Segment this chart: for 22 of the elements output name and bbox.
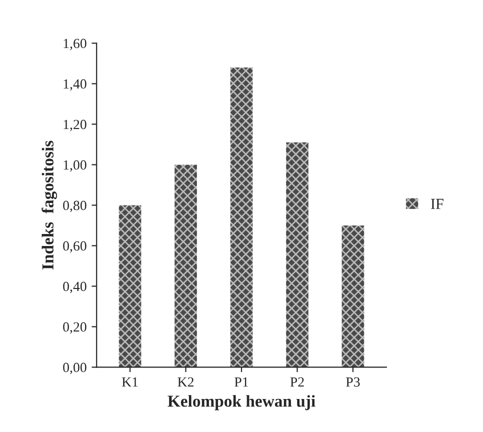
x-tick-label: K1 [122,377,138,387]
bar [230,68,253,368]
x-tick-label: P2 [290,377,304,387]
y-tick-label: 0,00 [63,362,86,374]
legend-label: IF [430,198,444,209]
x-tick-label: K2 [178,377,194,387]
y-tick-label: 0,80 [63,200,86,212]
x-axis-title: Kelompok hewan uji [168,395,316,410]
y-tick-label: 0,40 [63,282,86,294]
y-axis-title: Indeks fagositosis [42,140,58,270]
y-tick-label: 1,20 [64,120,86,132]
y-tick-label: 0,60 [63,241,86,253]
bar [174,164,197,368]
bar [342,225,364,368]
x-tick-label: P3 [346,377,360,387]
x-tick-label: P1 [234,377,248,387]
y-tick-label: 0,20 [63,322,86,334]
bar [118,205,142,368]
y-tick-label: 1,40 [64,79,86,91]
bar [286,142,308,368]
y-tick-label: 1,00 [64,160,86,172]
y-tick-label: 1,60 [64,38,86,50]
